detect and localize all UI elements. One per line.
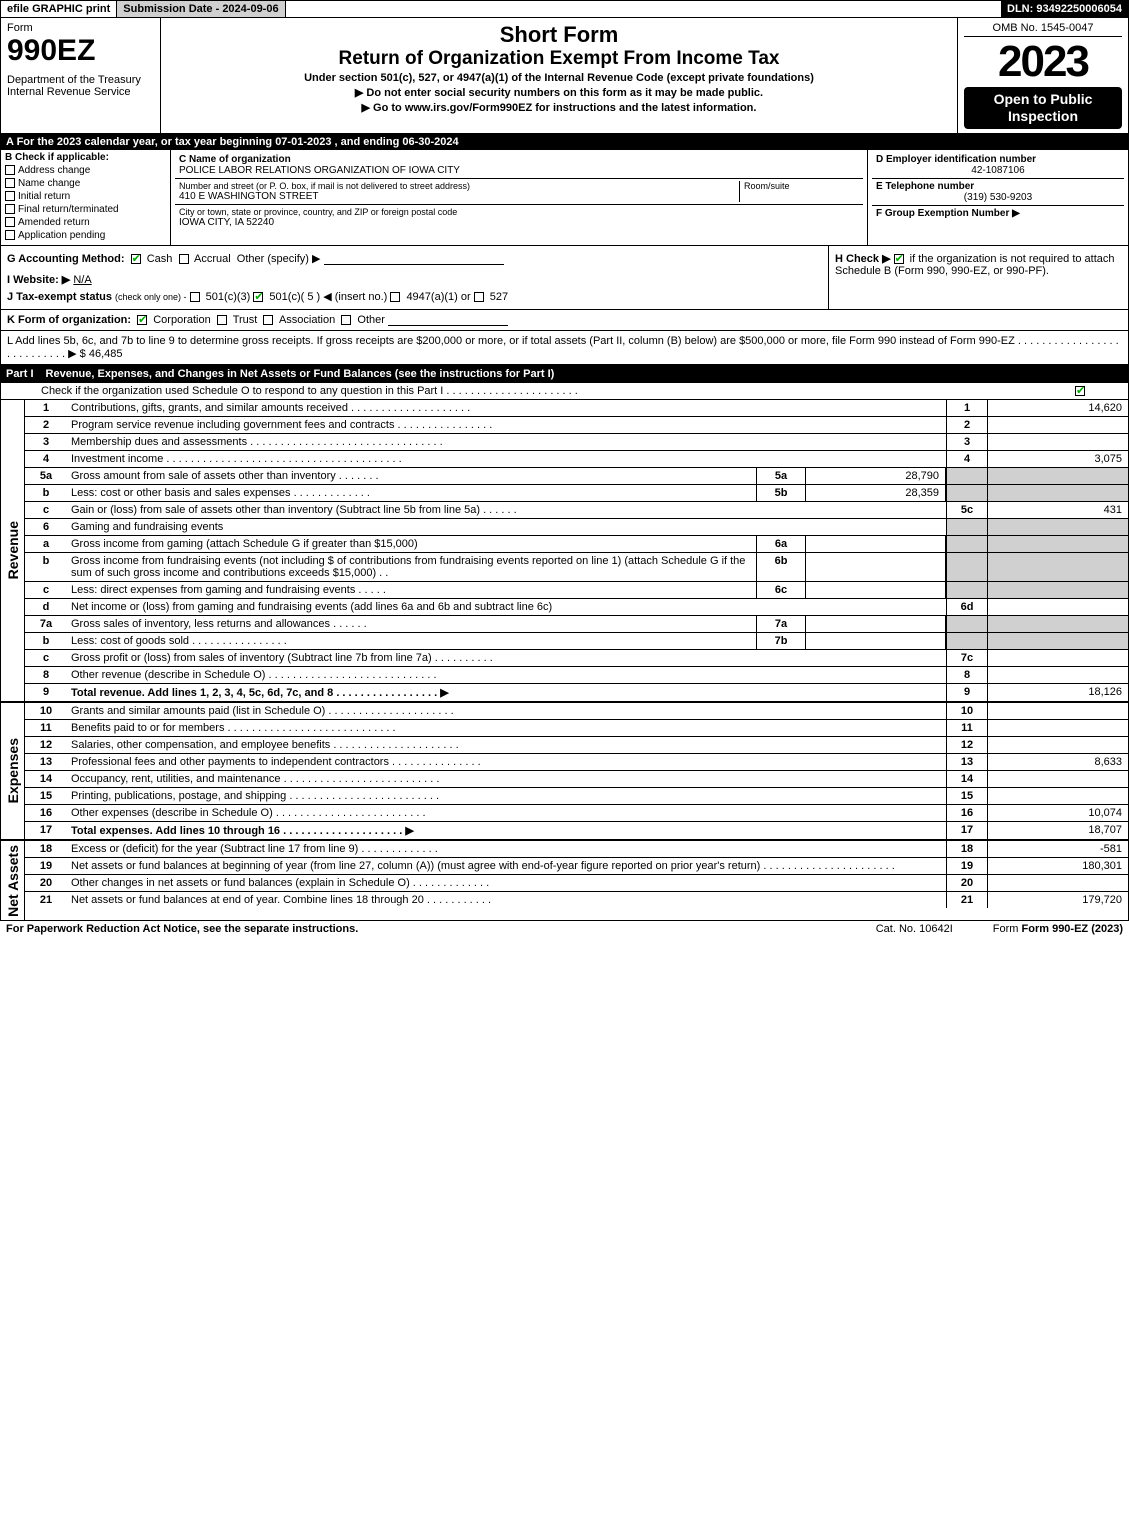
- phone: (319) 530-9203: [876, 192, 1120, 203]
- chk-527[interactable]: [474, 292, 484, 302]
- header-center: Short Form Return of Organization Exempt…: [161, 18, 958, 133]
- f-label: F Group Exemption Number ▶: [876, 208, 1020, 219]
- section-de: D Employer identification number 42-1087…: [868, 150, 1128, 245]
- chk-address-change[interactable]: Address change: [5, 165, 166, 176]
- form-ref: Form Form 990-EZ (2023): [993, 923, 1123, 935]
- title-short: Short Form: [167, 22, 951, 48]
- part1-bar: Part I Revenue, Expenses, and Changes in…: [0, 365, 1129, 383]
- department: Department of the Treasury Internal Reve…: [7, 74, 154, 98]
- i-label: I Website: ▶: [7, 274, 70, 286]
- entity-info-block: B Check if applicable: Address change Na…: [0, 150, 1129, 246]
- header-right: OMB No. 1545-0047 2023 Open to Public In…: [958, 18, 1128, 133]
- header-left: Form 990EZ Department of the Treasury In…: [1, 18, 161, 133]
- revenue-label: Revenue: [3, 517, 23, 583]
- section-a: A For the 2023 calendar year, or tax yea…: [0, 134, 1129, 150]
- chk-association[interactable]: [263, 315, 273, 325]
- under-section: Under section 501(c), 527, or 4947(a)(1)…: [167, 72, 951, 84]
- part1-heading: Revenue, Expenses, and Changes in Net As…: [46, 368, 555, 380]
- h-label: H Check ▶: [835, 253, 891, 265]
- chk-4947[interactable]: [390, 292, 400, 302]
- chk-name-change[interactable]: Name change: [5, 178, 166, 189]
- omb: OMB No. 1545-0047: [964, 22, 1122, 37]
- top-bar: efile GRAPHIC print Submission Date - 20…: [0, 0, 1129, 18]
- chk-accrual[interactable]: [179, 254, 189, 264]
- chk-501c3[interactable]: [190, 292, 200, 302]
- c-label: C Name of organization: [179, 154, 859, 165]
- k-label: K Form of organization:: [7, 314, 131, 326]
- chk-schedule-o[interactable]: [1075, 386, 1085, 396]
- chk-other[interactable]: [341, 315, 351, 325]
- chk-corporation[interactable]: [137, 315, 147, 325]
- section-h: H Check ▶ if the organization is not req…: [828, 246, 1128, 309]
- page-footer: For Paperwork Reduction Act Notice, see …: [0, 921, 1129, 937]
- b-label: B Check if applicable:: [5, 152, 166, 163]
- chk-final-return[interactable]: Final return/terminated: [5, 204, 166, 215]
- chk-application-pending[interactable]: Application pending: [5, 230, 166, 241]
- section-k: K Form of organization: Corporation Trus…: [0, 310, 1129, 331]
- goto-link[interactable]: ▶ Go to www.irs.gov/Form990EZ for instru…: [167, 101, 951, 114]
- chk-initial-return[interactable]: Initial return: [5, 191, 166, 202]
- cat-no: Cat. No. 10642I: [876, 923, 953, 935]
- revenue-section: Revenue 1Contributions, gifts, grants, a…: [0, 400, 1129, 701]
- section-b: B Check if applicable: Address change Na…: [1, 150, 171, 245]
- section-l: L Add lines 5b, 6c, and 7b to line 9 to …: [0, 331, 1129, 365]
- dln: DLN: 93492250006054: [1001, 1, 1128, 17]
- website: N/A: [73, 274, 91, 286]
- efile-label: efile GRAPHIC print: [1, 1, 117, 17]
- j-label: J Tax-exempt status: [7, 291, 112, 303]
- chk-trust[interactable]: [217, 315, 227, 325]
- netassets-label: Net Assets: [3, 841, 23, 921]
- section-g: G Accounting Method: Cash Accrual Other …: [1, 246, 828, 309]
- section-c: C Name of organization POLICE LABOR RELA…: [171, 150, 868, 245]
- title-main: Return of Organization Exempt From Incom…: [167, 48, 951, 70]
- gh-row: G Accounting Method: Cash Accrual Other …: [0, 246, 1129, 310]
- e-label: E Telephone number: [876, 181, 1120, 192]
- l-text: L Add lines 5b, 6c, and 7b to line 9 to …: [7, 335, 1119, 360]
- tax-year: 2023: [964, 37, 1122, 87]
- chk-cash[interactable]: [131, 254, 141, 264]
- chk-amended-return[interactable]: Amended return: [5, 217, 166, 228]
- street-label: Number and street (or P. O. box, if mail…: [179, 181, 739, 191]
- d-label: D Employer identification number: [876, 154, 1120, 165]
- form-header: Form 990EZ Department of the Treasury In…: [0, 18, 1129, 134]
- expenses-label: Expenses: [3, 734, 23, 807]
- paperwork-notice: For Paperwork Reduction Act Notice, see …: [6, 923, 358, 935]
- ein: 42-1087106: [876, 165, 1120, 176]
- form-number: 990EZ: [7, 34, 154, 68]
- open-to-public: Open to Public Inspection: [964, 87, 1122, 129]
- street: 410 E WASHINGTON STREET: [179, 191, 739, 202]
- ssn-warning: ▶ Do not enter social security numbers o…: [167, 86, 951, 99]
- form-word: Form: [7, 22, 154, 34]
- g-label: G Accounting Method:: [7, 253, 125, 265]
- chk-h[interactable]: [894, 254, 904, 264]
- netassets-section: Net Assets 18Excess or (deficit) for the…: [0, 839, 1129, 922]
- l-value: 46,485: [89, 348, 123, 360]
- expenses-section: Expenses 10Grants and similar amounts pa…: [0, 701, 1129, 839]
- part1-checknote: Check if the organization used Schedule …: [0, 383, 1129, 400]
- city: IOWA CITY, IA 52240: [179, 217, 859, 228]
- submission-date: Submission Date - 2024-09-06: [117, 1, 285, 17]
- org-name: POLICE LABOR RELATIONS ORGANIZATION OF I…: [179, 165, 859, 176]
- chk-501c[interactable]: [253, 292, 263, 302]
- part1-label: Part I: [6, 368, 46, 380]
- room-label: Room/suite: [744, 181, 859, 191]
- city-label: City or town, state or province, country…: [179, 207, 859, 217]
